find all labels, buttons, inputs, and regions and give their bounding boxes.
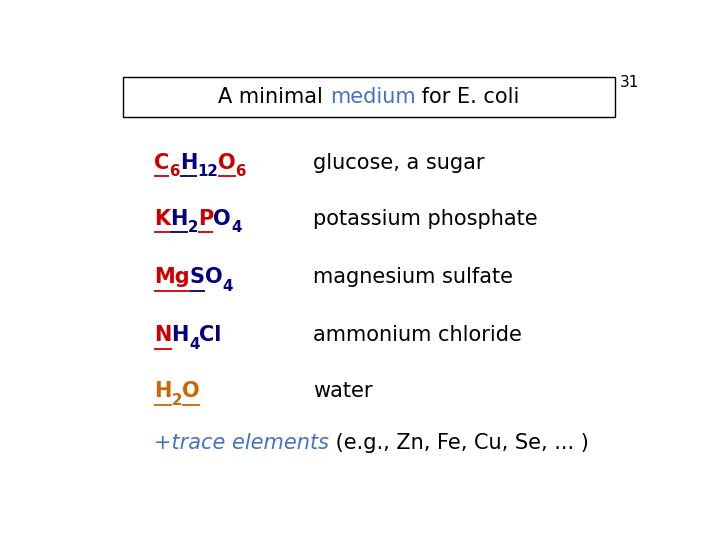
Text: A minimal: A minimal bbox=[218, 87, 330, 107]
Text: magnesium sulfate: magnesium sulfate bbox=[313, 267, 513, 287]
Text: 12: 12 bbox=[197, 164, 218, 179]
Text: H: H bbox=[171, 209, 188, 229]
Text: Cl: Cl bbox=[199, 325, 222, 345]
Text: P: P bbox=[198, 209, 213, 229]
Text: medium: medium bbox=[330, 87, 415, 107]
Text: O: O bbox=[213, 209, 231, 229]
Text: K: K bbox=[154, 209, 171, 229]
Text: (e.g., Zn, Fe, Cu, Se, ... ): (e.g., Zn, Fe, Cu, Se, ... ) bbox=[329, 434, 589, 454]
Text: C: C bbox=[154, 153, 169, 173]
Text: O: O bbox=[204, 267, 222, 287]
Text: S: S bbox=[190, 267, 204, 287]
Text: 31: 31 bbox=[620, 75, 639, 90]
Text: Mg: Mg bbox=[154, 267, 190, 287]
Text: 4: 4 bbox=[231, 220, 241, 235]
Text: H: H bbox=[180, 153, 197, 173]
Text: 2: 2 bbox=[171, 393, 182, 408]
Text: 4: 4 bbox=[222, 279, 233, 294]
Text: O: O bbox=[182, 381, 199, 401]
Text: potassium phosphate: potassium phosphate bbox=[313, 209, 538, 229]
Text: H: H bbox=[154, 381, 171, 401]
Text: water: water bbox=[313, 381, 373, 401]
Text: H: H bbox=[171, 325, 189, 345]
Text: 2: 2 bbox=[188, 220, 198, 235]
Text: for E. coli: for E. coli bbox=[415, 87, 520, 107]
Text: +trace elements: +trace elements bbox=[154, 434, 329, 454]
Text: 6: 6 bbox=[169, 164, 180, 179]
FancyBboxPatch shape bbox=[124, 77, 615, 117]
Text: 4: 4 bbox=[189, 337, 199, 352]
Text: O: O bbox=[218, 153, 235, 173]
Text: N: N bbox=[154, 325, 171, 345]
Text: 6: 6 bbox=[235, 164, 246, 179]
Text: glucose, a sugar: glucose, a sugar bbox=[313, 153, 485, 173]
Text: ammonium chloride: ammonium chloride bbox=[313, 325, 522, 345]
